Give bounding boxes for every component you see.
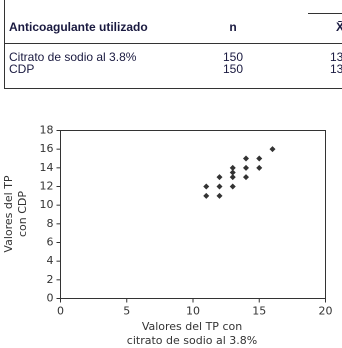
- y-axis-label: Valores del TP: [2, 175, 15, 252]
- point: [229, 183, 236, 190]
- point: [256, 164, 263, 171]
- table-cell: CDP: [9, 62, 34, 76]
- x-tick-label: 0: [57, 305, 64, 318]
- point: [216, 192, 223, 199]
- table-cell: 13: [330, 50, 342, 64]
- table-header: X̄: [336, 20, 342, 34]
- point: [203, 183, 210, 190]
- x-tick-label: 5: [123, 305, 130, 318]
- point: [243, 174, 249, 181]
- point: [256, 155, 263, 162]
- y-tick-label: 0: [47, 292, 54, 305]
- x-axis-label: Valores del TP con: [142, 320, 242, 333]
- table-cell: 150: [223, 50, 243, 64]
- point: [216, 174, 223, 181]
- y-tick-label: 10: [40, 198, 54, 211]
- table-header: Anticoagulante utilizado: [9, 20, 148, 34]
- table-cell: 150: [223, 62, 243, 76]
- point: [229, 169, 236, 176]
- x-tick-label: 10: [186, 305, 200, 318]
- y-tick-label: 16: [40, 142, 54, 155]
- plot-frame: [60, 130, 326, 299]
- y-axis-label: con CDP: [16, 191, 29, 237]
- point: [269, 146, 276, 153]
- y-tick-label: 18: [40, 124, 54, 137]
- point: [216, 183, 223, 190]
- point: [203, 192, 210, 199]
- x-tick-label: 20: [319, 305, 333, 318]
- y-tick-label: 14: [40, 161, 54, 174]
- point: [243, 164, 249, 171]
- x-tick-label: 15: [252, 305, 266, 318]
- y-tick-label: 4: [47, 254, 54, 267]
- y-tick-label: 2: [47, 273, 54, 286]
- y-tick-label: 12: [40, 180, 54, 193]
- point: [243, 155, 249, 162]
- y-tick-label: 6: [47, 236, 54, 249]
- table-header: n: [229, 20, 236, 34]
- point: [229, 174, 236, 181]
- x-axis-label: citrato de sodio al 3.8%: [127, 334, 257, 347]
- point: [229, 164, 236, 171]
- table-cell: Citrato de sodio al 3.8%: [9, 50, 137, 64]
- y-tick-label: 8: [47, 217, 54, 230]
- table-cell: 13: [330, 62, 342, 76]
